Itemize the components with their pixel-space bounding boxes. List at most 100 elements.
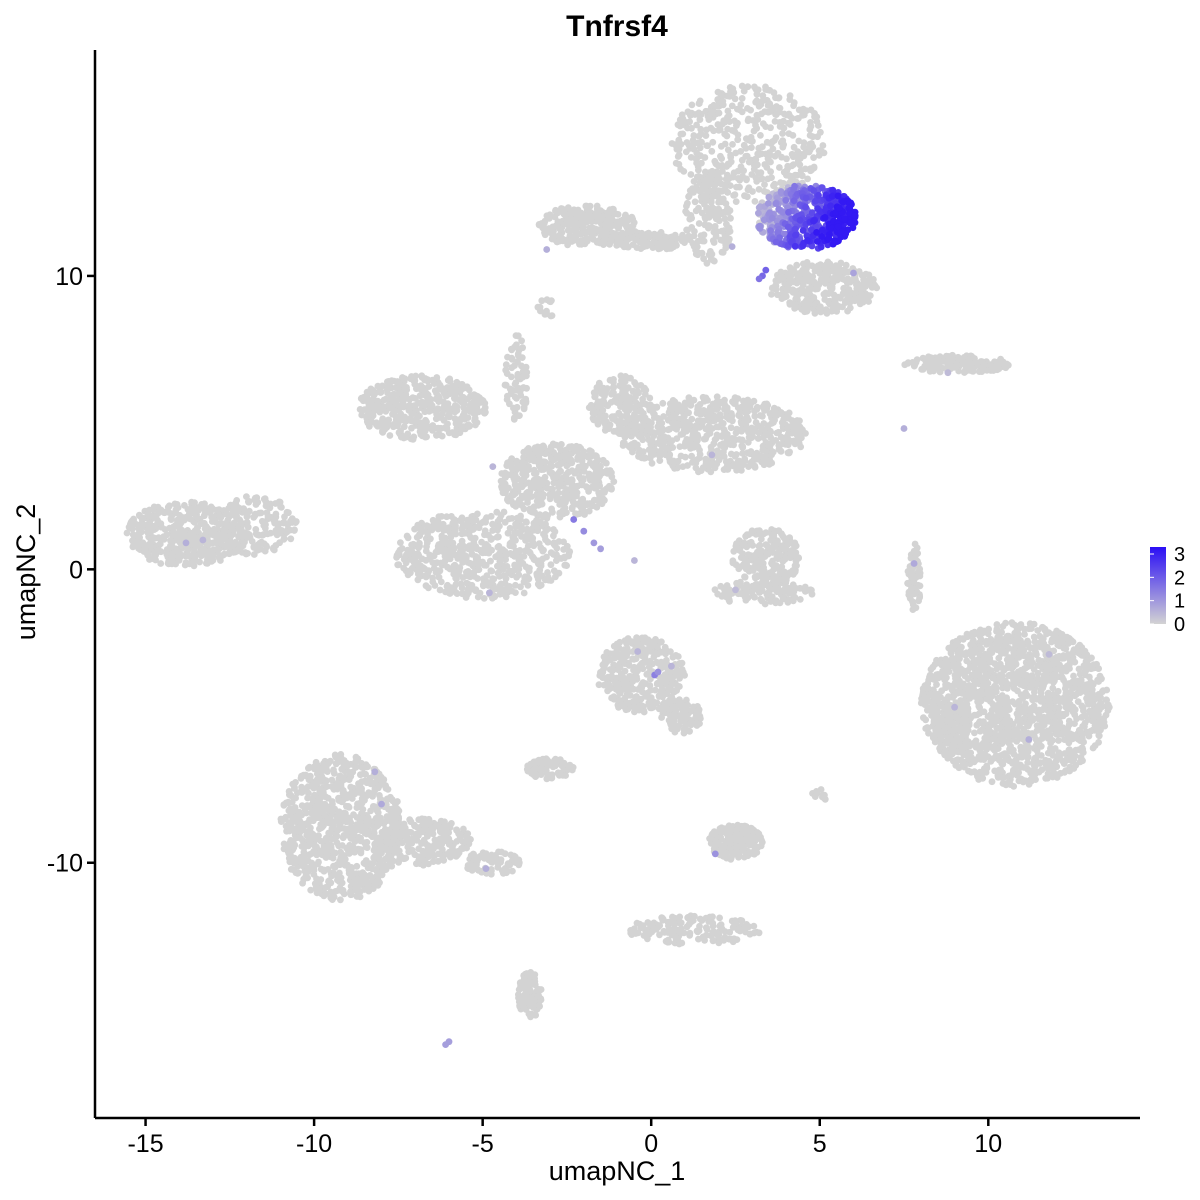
cell-point xyxy=(921,362,929,370)
cell-point xyxy=(696,116,704,123)
cell-point xyxy=(756,588,764,596)
cell-point xyxy=(825,299,832,306)
cell-point xyxy=(759,92,767,99)
cell-point xyxy=(618,219,626,227)
cell-point xyxy=(594,403,602,411)
cell-point xyxy=(556,231,563,239)
cell-point xyxy=(647,440,655,448)
cell-point xyxy=(721,130,729,138)
cell-point xyxy=(446,377,454,385)
cell-point xyxy=(533,479,541,487)
cell-point xyxy=(596,226,604,234)
cell-point xyxy=(465,386,473,394)
cell-point xyxy=(708,171,716,179)
cell-point xyxy=(550,456,557,464)
cell-point xyxy=(460,401,468,409)
cell-point xyxy=(731,95,739,103)
cell-point xyxy=(744,117,752,125)
cell-point xyxy=(466,527,474,534)
cell-point xyxy=(659,425,666,433)
cell-point xyxy=(559,452,566,460)
cell-point xyxy=(746,450,754,458)
cell-point xyxy=(622,419,629,427)
cell-point xyxy=(853,281,860,289)
cell-point xyxy=(220,529,228,537)
cell-point xyxy=(724,235,732,243)
cell-point xyxy=(397,539,404,546)
cell-point xyxy=(954,361,961,369)
cell-point xyxy=(720,591,728,598)
cell-point xyxy=(690,188,697,196)
cell-point xyxy=(786,96,794,103)
cell-point xyxy=(426,551,434,559)
cell-point xyxy=(702,132,710,140)
cell-point xyxy=(480,595,488,602)
cell-point xyxy=(496,515,504,523)
cell-point xyxy=(458,530,466,538)
cell-point xyxy=(788,162,796,170)
cell-point xyxy=(547,312,555,320)
cell-point xyxy=(608,390,615,398)
cell-point xyxy=(435,541,443,548)
cell-point xyxy=(979,364,987,372)
cell-point xyxy=(487,567,495,575)
cell-point xyxy=(738,82,746,90)
cell-point xyxy=(763,550,771,558)
cell-point xyxy=(855,294,863,302)
cell-point xyxy=(248,538,256,545)
cell-point xyxy=(537,581,545,589)
cell-point xyxy=(781,568,788,576)
cell-point xyxy=(728,126,736,134)
cell-point xyxy=(783,111,790,119)
cell-point xyxy=(721,427,728,435)
cell-point xyxy=(607,236,615,244)
cell-point xyxy=(358,411,366,419)
cell-point xyxy=(130,516,137,524)
cell-point xyxy=(595,414,603,421)
cell-point xyxy=(617,372,625,380)
cell-point xyxy=(577,504,585,512)
cell-point xyxy=(808,586,815,594)
cell-point xyxy=(705,251,713,259)
cell-point xyxy=(741,192,748,200)
cell-point xyxy=(461,408,468,416)
cell-point xyxy=(416,539,423,547)
cell-point xyxy=(739,437,746,445)
cell-point xyxy=(779,130,786,137)
cell-point xyxy=(588,218,596,225)
cell-point xyxy=(546,469,554,476)
cell-point xyxy=(425,523,433,530)
cell-point xyxy=(687,171,695,178)
cell-point xyxy=(230,519,238,527)
cell-point xyxy=(800,139,808,147)
cell-point xyxy=(394,550,402,558)
cell-point xyxy=(692,250,700,258)
cell-point xyxy=(729,559,737,567)
cell-point xyxy=(497,586,505,594)
cell-point xyxy=(636,238,644,246)
cell-point xyxy=(846,304,854,312)
cell-point xyxy=(718,227,726,235)
cell-point xyxy=(763,449,770,457)
cell-point xyxy=(606,221,614,228)
cell-point xyxy=(695,404,702,412)
cell-point xyxy=(451,518,458,526)
cell-point xyxy=(695,173,703,181)
cell-point xyxy=(481,543,489,551)
cell-point xyxy=(751,198,759,205)
cell-point xyxy=(786,264,794,272)
cell-point xyxy=(646,454,654,462)
cell-point xyxy=(729,462,737,470)
cell-point xyxy=(601,234,609,242)
cell-point xyxy=(536,303,544,311)
cell-point xyxy=(547,561,555,569)
cell-point xyxy=(696,144,704,152)
cell-point xyxy=(560,495,568,503)
cell-point xyxy=(707,124,715,132)
cell-point xyxy=(596,212,603,220)
cell-point xyxy=(719,248,727,256)
cell-point xyxy=(757,132,764,139)
cell-point xyxy=(640,448,647,456)
cell-point xyxy=(506,567,514,575)
